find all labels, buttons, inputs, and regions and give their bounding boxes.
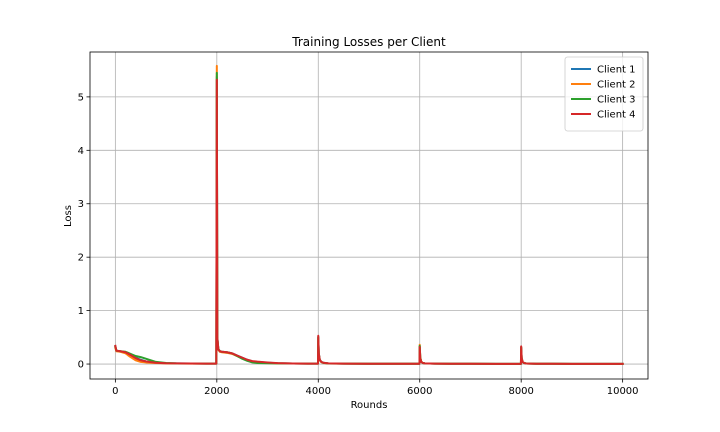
y-tick-label: 5 — [78, 92, 84, 103]
legend-box — [564, 56, 644, 132]
y-tick-label: 3 — [78, 199, 84, 210]
x-tick-label: 8000 — [508, 386, 533, 397]
legend-label-client-1: Client 1 — [597, 65, 636, 76]
legend-label-client-2: Client 2 — [597, 80, 636, 91]
legend: Client 1 Client 2 Client 3 Client 4 — [564, 56, 644, 132]
x-tick-label: 4000 — [306, 386, 331, 397]
plot-frame — [89, 51, 649, 380]
x-tick-label: 6000 — [407, 386, 432, 397]
y-tick-label: 4 — [78, 146, 84, 157]
legend-label-client-3: Client 3 — [597, 95, 636, 106]
y-axis-ticks: 0 1 2 3 4 5 — [78, 92, 90, 371]
series-line-client-4 — [114, 78, 624, 365]
y-axis-label: Loss — [63, 205, 74, 227]
chart-title: Training Losses per Client — [291, 35, 446, 49]
y-tick-label: 1 — [78, 306, 84, 317]
series-lines — [114, 64, 624, 365]
x-tick-label: 2000 — [204, 386, 229, 397]
x-tick-label: 10000 — [607, 386, 639, 397]
y-tick-label: 0 — [78, 360, 84, 371]
y-tick-label: 2 — [78, 253, 84, 264]
x-tick-label: 0 — [112, 386, 118, 397]
x-axis-label: Rounds — [351, 400, 388, 411]
x-axis-ticks: 0 2000 4000 6000 8000 10000 — [112, 379, 639, 397]
legend-label-client-4: Client 4 — [597, 110, 636, 121]
